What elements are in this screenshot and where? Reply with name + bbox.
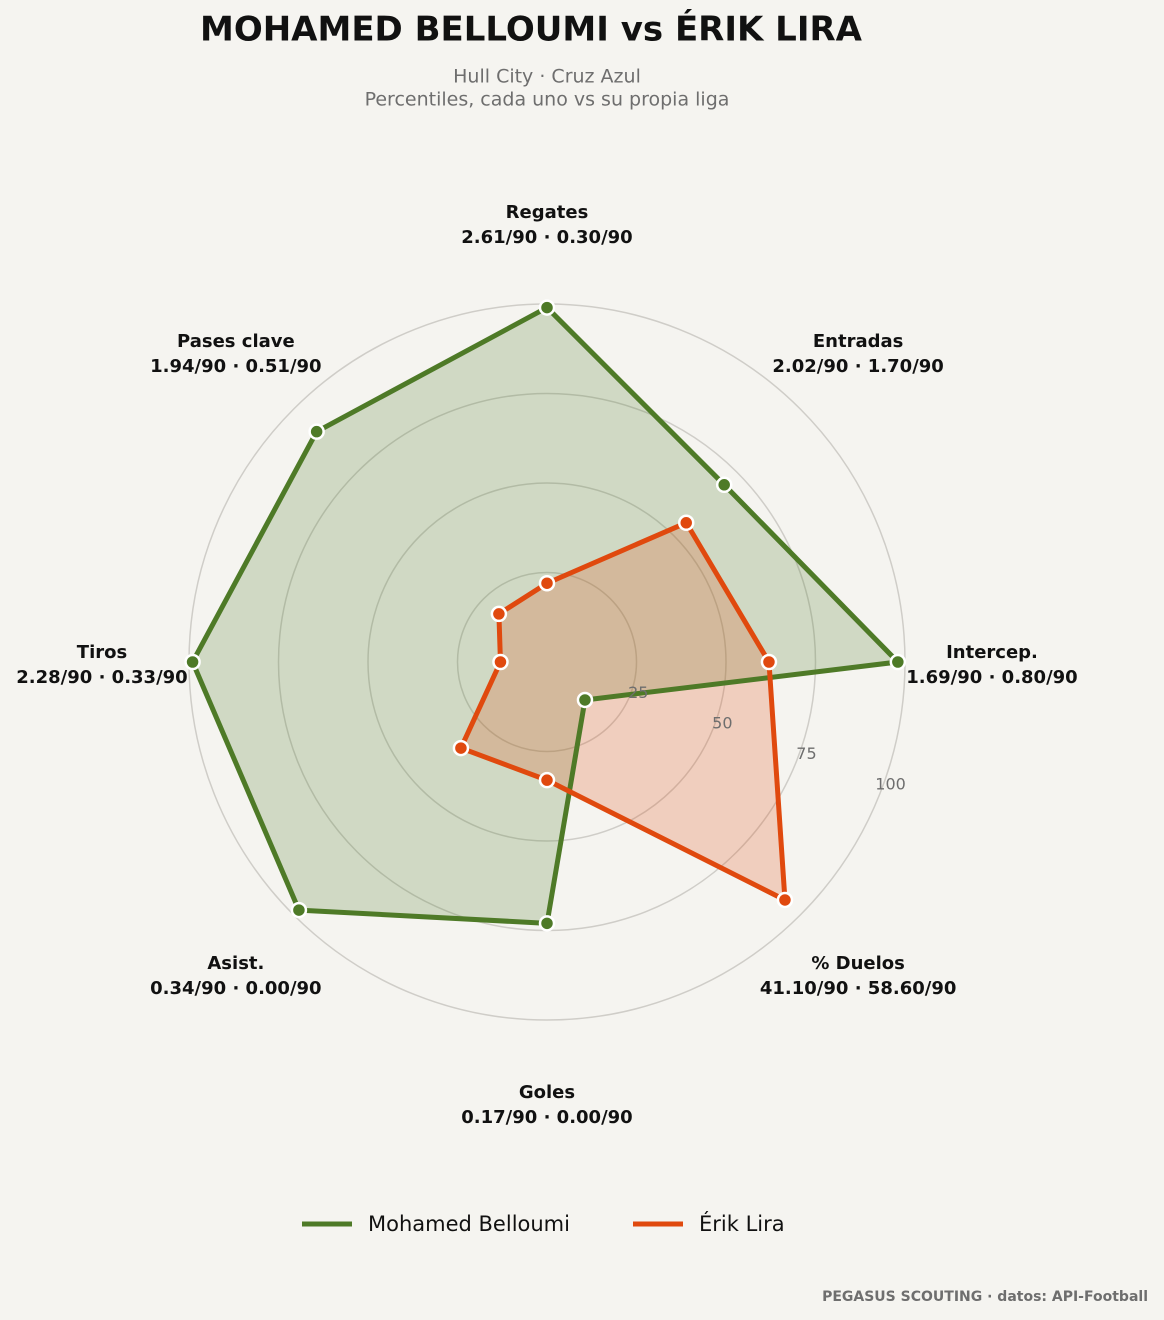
axis-stats: 0.34/90 · 0.00/90: [150, 978, 321, 999]
r-tick-label: 25: [628, 683, 648, 702]
subtitle: Hull City · Cruz Azul: [453, 66, 641, 88]
point: [452, 739, 470, 757]
r-tick-label: 75: [796, 744, 816, 763]
point: [576, 691, 594, 709]
point: [776, 891, 794, 909]
point: [308, 423, 325, 440]
point: [760, 653, 778, 671]
point: [538, 574, 556, 592]
point: [715, 476, 733, 494]
footer: PEGASUS SCOUTING · datos: API-Football: [822, 1289, 1148, 1305]
legend-label: Érik Lira: [699, 1211, 785, 1236]
axis-label: Regates: [506, 202, 589, 223]
subtitle: Percentiles, cada uno vs su propia liga: [365, 89, 730, 111]
point: [290, 901, 308, 919]
axis-label: Pases clave: [177, 331, 295, 352]
series-area: [460, 522, 785, 900]
axis-stats: 0.17/90 · 0.00/90: [461, 1107, 632, 1128]
axis-label: Asist.: [207, 953, 264, 974]
grid-ring: [367, 482, 727, 842]
point: [538, 771, 556, 789]
point: [677, 514, 695, 532]
axis-label: % Duelos: [811, 953, 905, 974]
point: [889, 653, 907, 671]
point: [184, 653, 201, 671]
axis-stats: 1.69/90 · 0.80/90: [906, 667, 1077, 688]
axis-label: Tiros: [77, 642, 127, 663]
r-tick-label: 100: [875, 775, 906, 794]
axis-stats: 2.02/90 · 1.70/90: [772, 356, 943, 377]
axis-stats: 2.28/90 · 0.33/90: [16, 667, 187, 688]
legend-label: Mohamed Belloumi: [368, 1212, 570, 1236]
point: [492, 653, 509, 671]
grid-ring: [456, 571, 638, 753]
chart-title: MOHAMED BELLOUMI vs ÉRIK LIRA: [200, 9, 863, 50]
point: [490, 605, 508, 623]
axis-stats: 1.94/90 · 0.51/90: [150, 356, 321, 377]
axis-label: Entradas: [813, 331, 903, 352]
point: [538, 299, 556, 316]
axis-label: Intercep.: [946, 642, 1038, 663]
series-area: [192, 307, 898, 924]
axis-stats: 2.61/90 · 0.30/90: [461, 227, 632, 248]
point: [538, 915, 556, 932]
r-tick-label: 50: [712, 714, 732, 733]
axis-label: Goles: [519, 1082, 575, 1103]
axis-stats: 41.10/90 · 58.60/90: [760, 978, 957, 999]
